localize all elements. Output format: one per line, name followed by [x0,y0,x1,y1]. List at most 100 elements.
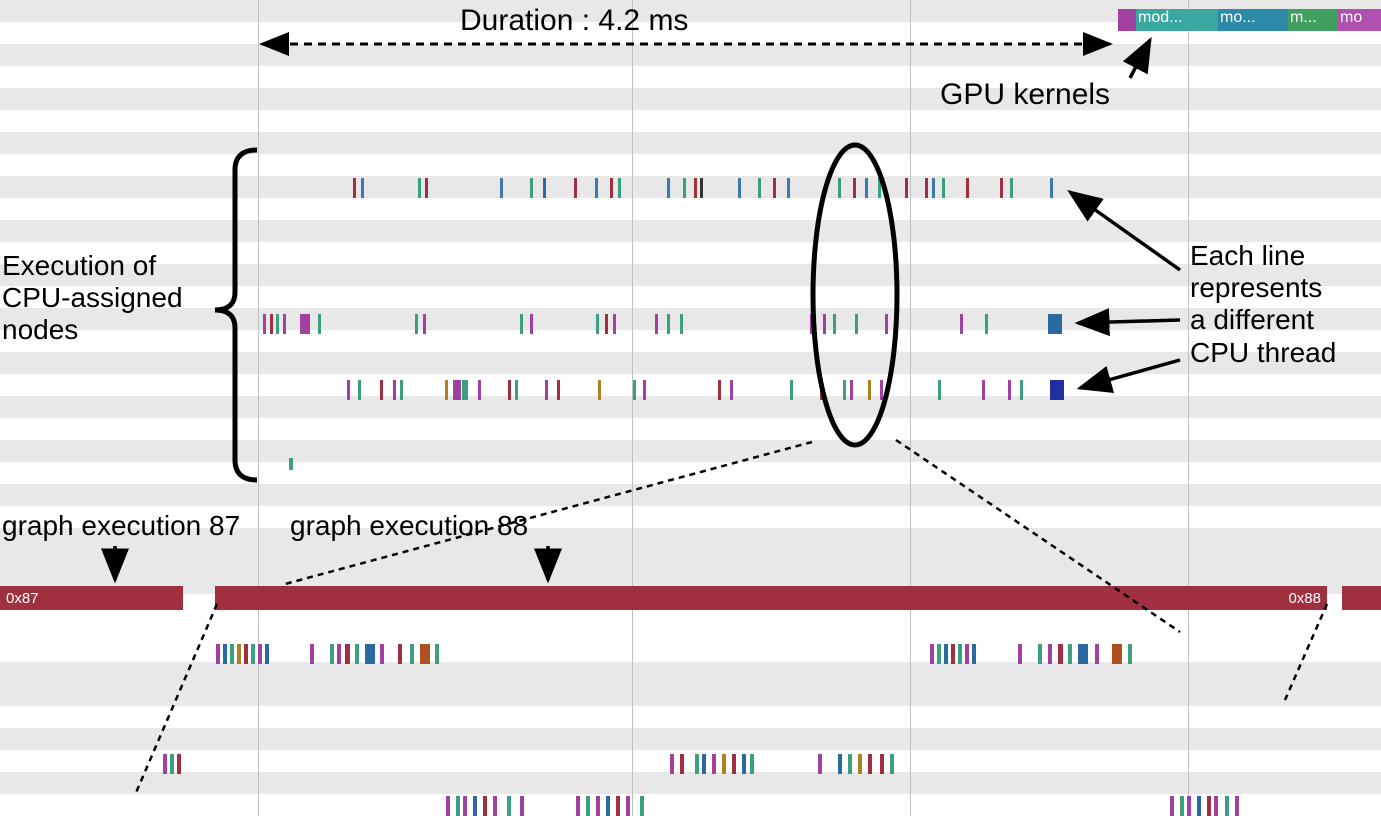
event-tick [742,754,746,774]
event-tick [890,754,894,774]
event-tick [244,644,248,664]
annotation-cpu_nodes: Execution of CPU-assigned nodes [2,250,183,347]
gridline [632,0,633,816]
event-tick [843,380,846,400]
event-tick [574,178,577,198]
event-tick [944,644,948,664]
event-tick [695,754,699,774]
event-tick [790,380,793,400]
event-tick [423,314,426,334]
event-tick [425,178,428,198]
event-tick [1197,796,1201,816]
event-tick [1038,644,1042,664]
timeline-row [0,440,1381,462]
timeline-row [0,198,1381,220]
event-tick [925,178,928,198]
event-tick [380,644,384,664]
event-tick [640,796,644,816]
event-tick [353,178,356,198]
gpu-kernel-block: mod... [1136,9,1218,31]
event-tick [1170,796,1174,816]
event-tick [400,380,403,400]
event-tick [345,644,350,664]
event-tick [702,754,706,774]
event-tick [865,178,868,198]
event-tick [365,644,375,664]
event-tick [810,314,813,334]
event-tick [1180,796,1184,816]
timeline-row [0,684,1381,706]
timeline-row [0,750,1381,772]
gridline [910,0,911,816]
event-tick [230,644,234,664]
event-tick [237,644,241,664]
event-tick [318,314,321,334]
event-tick [463,796,467,816]
timeline-row [0,110,1381,132]
event-tick [700,178,703,198]
event-tick [289,458,293,470]
timeline-row [0,662,1381,684]
gpu-kernel-block: m... [1288,9,1338,31]
event-tick [982,380,985,400]
event-tick [750,754,754,774]
timeline-row [0,176,1381,198]
event-tick [985,314,988,334]
event-tick [462,380,468,400]
event-tick [878,178,881,198]
event-tick [618,178,621,198]
event-tick [850,380,853,400]
event-tick [398,644,402,664]
event-tick [163,754,167,774]
event-tick [596,314,599,334]
event-tick [393,380,396,400]
timeline-row [0,728,1381,750]
event-tick [643,380,646,400]
event-tick [530,178,533,198]
event-tick [410,644,414,664]
event-tick [1008,380,1011,400]
event-tick [880,754,884,774]
event-tick [263,314,266,334]
event-tick [355,644,359,664]
timeline-row [0,286,1381,308]
timeline-row [0,220,1381,242]
event-tick [758,178,761,198]
timeline-row [0,706,1381,728]
event-tick [1050,178,1053,198]
event-tick [1078,644,1088,664]
event-tick [613,314,616,334]
timeline-row [0,330,1381,352]
event-tick [283,314,286,334]
event-tick [358,380,361,400]
event-tick [530,314,533,334]
event-tick [838,178,841,198]
event-tick [576,796,580,816]
graph-execution-bar: 0x87 [0,586,183,610]
event-tick [972,644,976,664]
event-tick [958,644,962,664]
event-tick [868,754,872,774]
event-tick [885,314,888,334]
event-tick [310,644,314,664]
timeline-row [0,154,1381,176]
event-tick [1128,644,1132,664]
timeline-row [0,374,1381,396]
event-tick [216,644,220,664]
event-tick [445,380,448,400]
event-tick [520,314,523,334]
event-tick [732,754,736,774]
event-tick [680,314,683,334]
event-tick [251,644,255,664]
event-tick [606,796,610,816]
timeline-row [0,352,1381,374]
timeline-row [0,462,1381,484]
event-tick [694,178,697,198]
timeline-row [0,264,1381,286]
event-tick [515,380,518,400]
event-tick [966,178,969,198]
event-tick [380,380,383,400]
event-tick [1214,796,1218,816]
timeline-row [0,418,1381,440]
event-tick [1058,644,1063,664]
